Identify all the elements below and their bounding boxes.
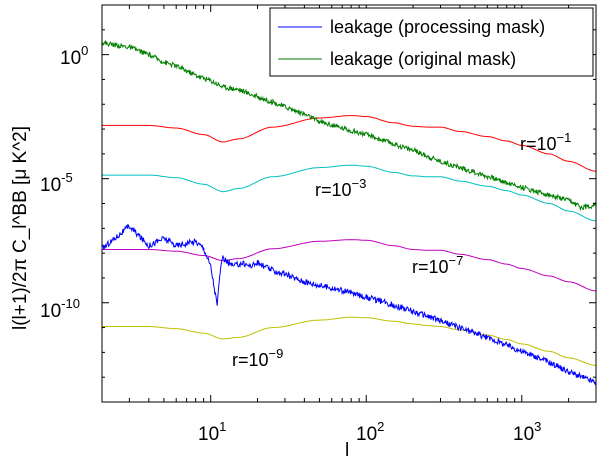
series-line-r-1e-7: [102, 239, 597, 292]
x-axis-label: l: [345, 440, 349, 459]
annotation-r-1e-1: r=10−1: [520, 130, 571, 154]
legend: leakage (processing mask) leakage (origi…: [269, 7, 594, 77]
y-tick-label-1e0: 100: [60, 43, 88, 69]
x-tick-labels: 101 102 103: [198, 419, 541, 445]
series-layer: [101, 39, 597, 386]
legend-label-original-mask: leakage (original mask): [330, 49, 516, 69]
annotation-r-1e-9: r=10−9: [232, 346, 283, 370]
series-line-r-1e-3: [102, 164, 597, 222]
x-tick-label-10: 101: [198, 419, 226, 445]
y-axis-label: l(l+1)/2π C_l^BB [μ K^2]: [10, 126, 31, 330]
series-line-r-1e-1: [102, 115, 597, 172]
legend-label-processing-mask: leakage (processing mask): [330, 17, 545, 37]
x-tick-label-100: 102: [356, 419, 384, 445]
series-line-leakage-processing-mask-: [101, 223, 597, 386]
annotation-r-1e-3: r=10−3: [315, 176, 366, 200]
legend-box: [269, 7, 594, 77]
y-tick-labels: 10-10 10-5 100: [40, 43, 88, 322]
y-tick-label-1e-10: 10-10: [40, 296, 80, 322]
y-tick-label-1e-5: 10-5: [40, 170, 73, 196]
x-tick-label-1000: 103: [513, 419, 541, 445]
series-line-r-1e-9: [102, 316, 597, 366]
series-line-leakage-original-mask-: [101, 39, 597, 212]
annotation-r-1e-7: r=10−7: [412, 253, 463, 277]
annotations: r=10−1 r=10−3 r=10−7 r=10−9: [232, 130, 571, 370]
